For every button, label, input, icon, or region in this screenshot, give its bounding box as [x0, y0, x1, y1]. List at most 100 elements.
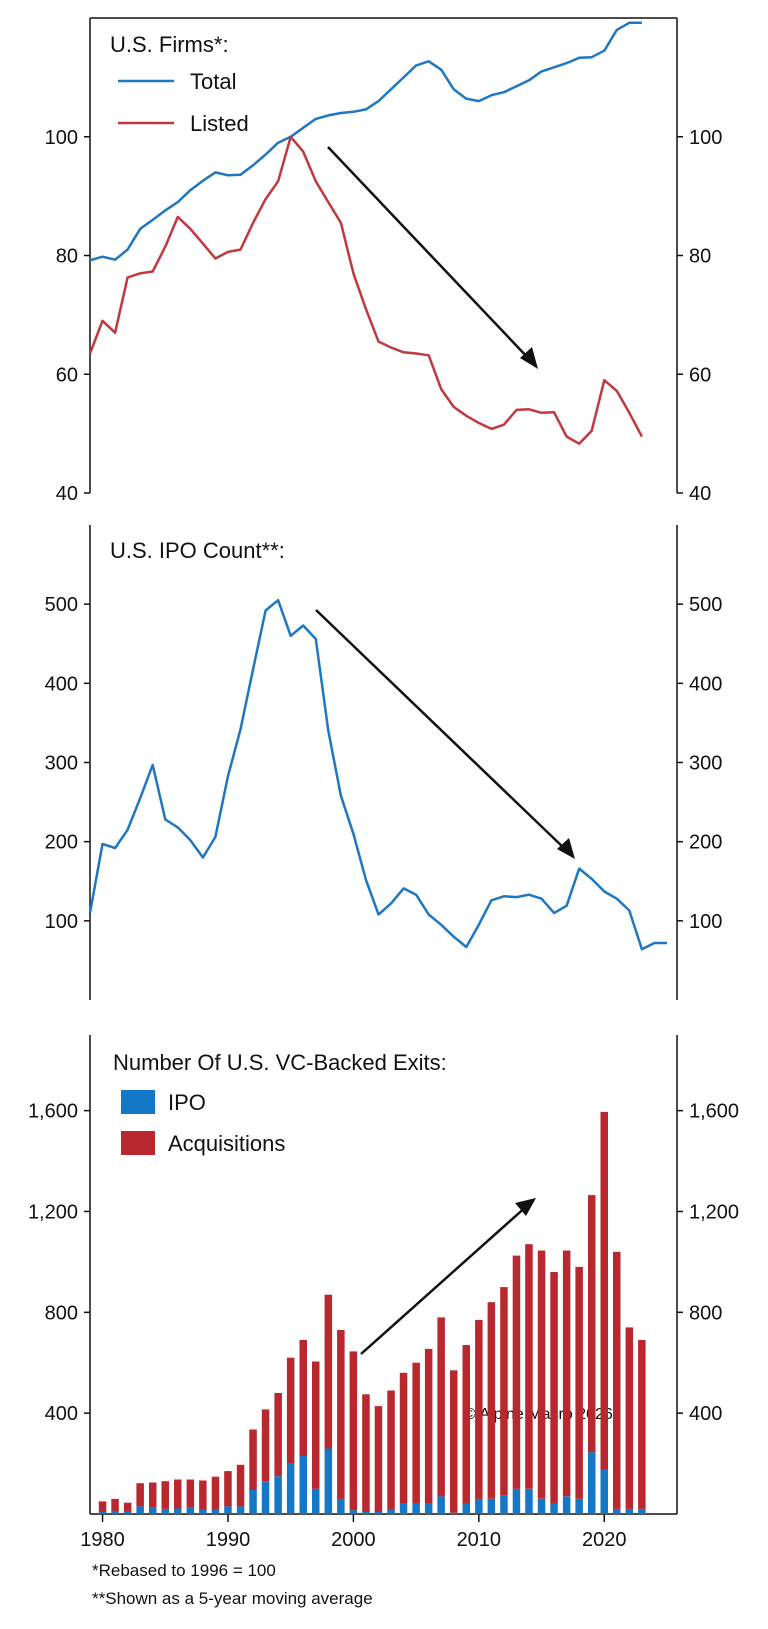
p3-title: Number Of U.S. VC-Backed Exits:	[113, 1050, 447, 1075]
bar-acquisitions-2023	[638, 1340, 646, 1509]
ytick-label-right-2-800: 800	[689, 1302, 722, 1324]
bar-acquisitions-1988	[199, 1480, 207, 1510]
bar-acquisitions-1982	[123, 1502, 132, 1512]
x-axis-ticks: 1980 1990 2000 2010 2020	[80, 1514, 627, 1551]
bar-acquisitions-2015	[537, 1250, 546, 1499]
bar-ipo-2021	[613, 1509, 621, 1514]
bar-ipo-2012	[500, 1495, 508, 1514]
ytick-label-left-1-100: 100	[45, 911, 78, 933]
bar-ipo-1998	[324, 1448, 333, 1514]
xtick-label-2020: 2020	[582, 1529, 627, 1551]
series-line-u-s-ipo-count	[88, 598, 667, 951]
legend-label-acquisitions: Acquisitions	[168, 1131, 285, 1156]
p2-title: U.S. IPO Count**:	[110, 538, 285, 563]
bar-ipo-2004	[399, 1503, 408, 1514]
bar-ipo-2020	[600, 1469, 608, 1514]
ytick-label-left-2-800: 800	[45, 1302, 78, 1324]
bar-ipo-1992	[249, 1490, 257, 1514]
bar-acquisitions-1993	[261, 1409, 270, 1482]
bar-acquisitions-2008	[450, 1370, 458, 1513]
ytick-label-right-2-1600: 1,600	[689, 1101, 739, 1123]
p3-trend-arrow-line	[360, 1204, 529, 1355]
bar-ipo-2001	[362, 1511, 370, 1514]
bar-acquisitions-1985	[161, 1481, 169, 1509]
ytick-label-right-1-300: 300	[689, 753, 722, 775]
ytick-label-left-2-1600: 1,600	[28, 1101, 78, 1123]
legend-label-listed: Listed	[190, 111, 249, 136]
ytick-label-left-0-40: 40	[56, 483, 78, 505]
bar-acquisitions-1999	[337, 1330, 345, 1499]
ytick-label-left-1-500: 500	[45, 594, 78, 616]
bar-acquisitions-2010	[475, 1319, 483, 1499]
bar-acquisitions-2004	[399, 1372, 408, 1504]
bar-acquisitions-1980	[98, 1501, 107, 1512]
bar-acquisitions-2018	[575, 1266, 583, 1499]
bar-acquisitions-1989	[211, 1476, 220, 1509]
xtick-label-2000: 2000	[331, 1529, 376, 1551]
bar-ipo-1981	[111, 1511, 119, 1514]
ytick-label-right-1-400: 400	[689, 673, 722, 695]
bar-acquisitions-2014	[525, 1244, 533, 1489]
bar-acquisitions-1997	[312, 1361, 320, 1489]
bar-ipo-2010	[475, 1498, 483, 1514]
ytick-label-left-1-200: 200	[45, 832, 78, 854]
bar-acquisitions-2016	[550, 1272, 558, 1504]
bar-acquisitions-2007	[437, 1317, 445, 1497]
bar-ipo-2005	[412, 1503, 420, 1514]
ytick-label-right-2-1200: 1,200	[689, 1201, 739, 1223]
bar-ipo-2022	[625, 1509, 634, 1514]
bar-ipo-2006	[424, 1503, 433, 1514]
footnote-rebased: *Rebased to 1996 = 100	[92, 1561, 276, 1580]
bar-ipo-2008	[450, 1512, 458, 1514]
legend-label-ipo: IPO	[168, 1090, 206, 1115]
bar-ipo-1986	[174, 1508, 182, 1514]
bar-acquisitions-2020	[600, 1111, 608, 1470]
bar-ipo-1994	[274, 1476, 282, 1514]
bar-acquisitions-1996	[299, 1340, 307, 1456]
bar-acquisitions-2000	[349, 1351, 358, 1511]
legend-swatch-ipo	[121, 1090, 155, 1114]
ytick-label-right-1-500: 500	[689, 594, 722, 616]
bar-ipo-1993	[261, 1481, 270, 1514]
ytick-label-left-2-400: 400	[45, 1403, 78, 1425]
p1-trend-arrow-line	[327, 146, 531, 361]
bar-ipo-2023	[638, 1509, 646, 1514]
ytick-label-right-0-80: 80	[689, 246, 711, 268]
series-line-total	[89, 21, 642, 262]
bar-acquisitions-2017	[562, 1250, 571, 1497]
bar-ipo-2018	[575, 1498, 583, 1514]
bar-ipo-2009	[462, 1503, 470, 1514]
bar-acquisitions-2013	[512, 1255, 521, 1489]
bar-acquisitions-1998	[324, 1294, 333, 1449]
bar-acquisitions-2002	[374, 1406, 383, 1512]
p1-trend-arrow-head	[520, 347, 538, 369]
bar-ipo-1997	[312, 1488, 320, 1514]
bar-acquisitions-1987	[186, 1479, 195, 1508]
bar-ipo-1985	[161, 1509, 169, 1514]
bar-acquisitions-1990	[224, 1471, 232, 1507]
bar-ipo-2002	[374, 1512, 383, 1514]
bar-ipo-2011	[487, 1498, 496, 1514]
bar-acquisitions-2011	[487, 1302, 496, 1499]
bar-ipo-2019	[588, 1452, 596, 1514]
xtick-label-1980: 1980	[80, 1529, 125, 1551]
bar-acquisitions-1995	[286, 1357, 295, 1464]
ytick-label-right-1-100: 100	[689, 911, 722, 933]
ytick-label-left-0-60: 60	[56, 364, 78, 386]
bar-ipo-2007	[437, 1496, 445, 1514]
bar-acquisitions-2009	[462, 1345, 470, 1504]
panel-ipo-count: U.S. IPO Count**: 100 100 200 200 300 300 400 4…	[45, 525, 722, 1000]
p1-title: U.S. Firms*:	[110, 32, 229, 57]
bar-ipo-1980	[98, 1511, 107, 1514]
bar-ipo-2000	[349, 1510, 358, 1514]
p3-trend-arrow-head	[515, 1198, 536, 1216]
bar-ipo-1982	[123, 1511, 132, 1514]
bar-acquisitions-1981	[111, 1498, 119, 1511]
ytick-label-right-2-400: 400	[689, 1403, 722, 1425]
bar-ipo-1984	[149, 1507, 157, 1514]
bar-acquisitions-2021	[613, 1251, 621, 1509]
bar-ipo-1983	[136, 1506, 144, 1514]
ytick-label-right-0-100: 100	[689, 127, 722, 149]
ytick-label-right-1-200: 200	[689, 832, 722, 854]
